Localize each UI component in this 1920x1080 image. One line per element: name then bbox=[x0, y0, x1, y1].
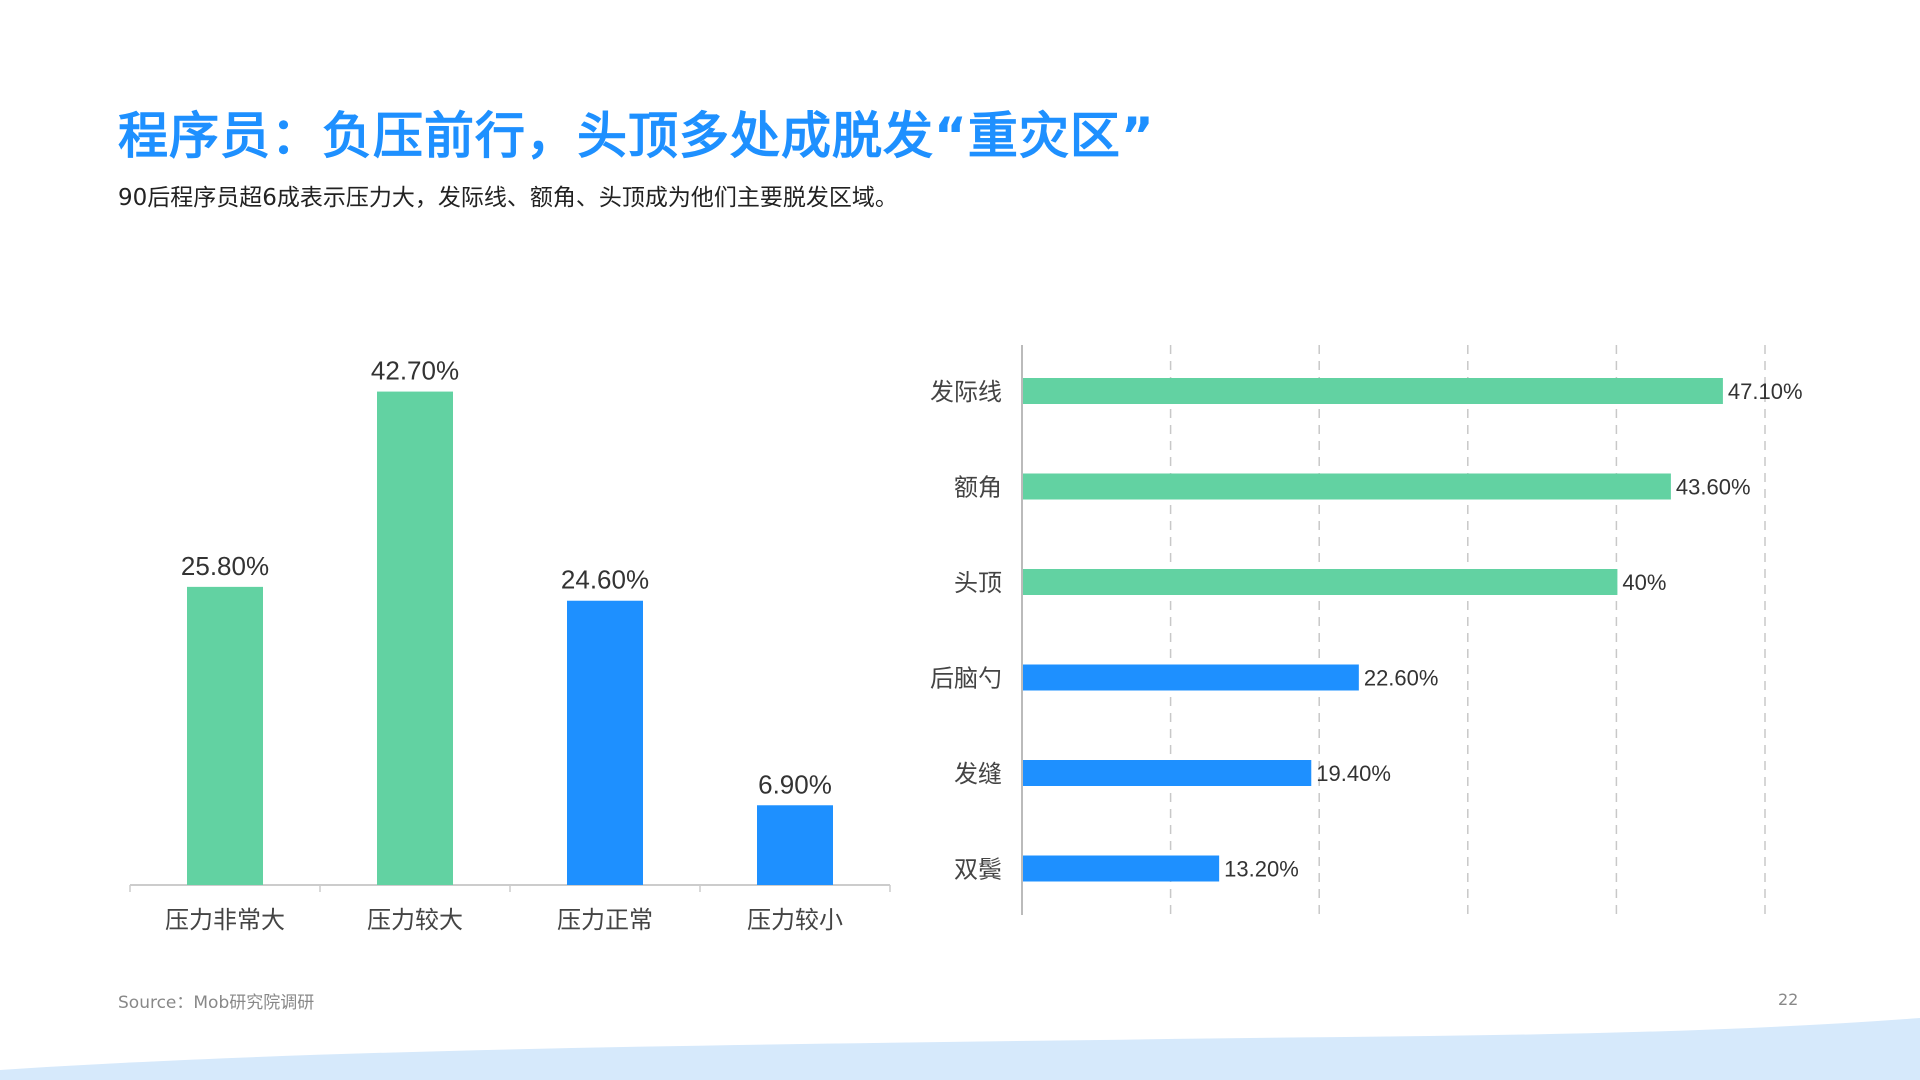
page-title: 程序员：负压前行，头顶多处成脱发“重灾区” bbox=[118, 107, 1155, 165]
bar bbox=[187, 586, 263, 885]
bar bbox=[757, 805, 833, 885]
data-label: 43.60% bbox=[1676, 475, 1751, 500]
source-note: Source：Mob研究院调研 bbox=[118, 993, 315, 1013]
data-label: 25.80% bbox=[181, 551, 269, 581]
x-tick-label: 压力非常大 bbox=[165, 907, 285, 934]
pressure-level-bar-chart: 25.80% 压力非常大 42.70% 压力较大 24.60% 压力正常 6.90% 压力较小 bbox=[129, 356, 891, 934]
y-tick-label: 后脑勺 bbox=[930, 666, 1002, 693]
bar bbox=[1023, 855, 1220, 882]
bar bbox=[1023, 664, 1359, 691]
y-tick-label: 发缝 bbox=[954, 761, 1002, 788]
x-tick-label: 压力较小 bbox=[747, 907, 843, 934]
page-number: 22 bbox=[1778, 990, 1799, 1009]
y-tick-label: 额角 bbox=[954, 475, 1002, 502]
decorative-wave bbox=[0, 1018, 1920, 1080]
bar bbox=[1023, 760, 1312, 786]
data-label: 24.60% bbox=[561, 565, 649, 595]
bar bbox=[1023, 473, 1671, 500]
data-label: 13.20% bbox=[1224, 857, 1299, 882]
data-label: 19.40% bbox=[1316, 761, 1391, 786]
page-subtitle: 90后程序员超6成表示压力大，发际线、额角、头顶成为他们主要脱发区域。 bbox=[118, 185, 898, 211]
hair-loss-area-bar-chart: 47.10% 发际线 43.60% 额角 40% 头顶 22.60% 后脑勺 19.40% 发缝 1… bbox=[930, 345, 1803, 915]
data-label: 22.60% bbox=[1364, 666, 1439, 691]
y-tick-label: 双鬓 bbox=[954, 857, 1002, 884]
x-tick-label: 压力正常 bbox=[557, 907, 653, 934]
y-tick-label: 头顶 bbox=[954, 570, 1002, 597]
bar bbox=[377, 391, 453, 885]
data-label: 47.10% bbox=[1728, 379, 1803, 404]
data-label: 6.90% bbox=[758, 769, 832, 799]
data-label: 42.70% bbox=[371, 356, 459, 386]
data-label: 40% bbox=[1622, 570, 1666, 595]
bar bbox=[1023, 569, 1618, 595]
y-tick-label: 发际线 bbox=[930, 379, 1002, 406]
bar bbox=[567, 600, 643, 885]
bar bbox=[1023, 378, 1723, 404]
x-tick-label: 压力较大 bbox=[367, 907, 463, 934]
